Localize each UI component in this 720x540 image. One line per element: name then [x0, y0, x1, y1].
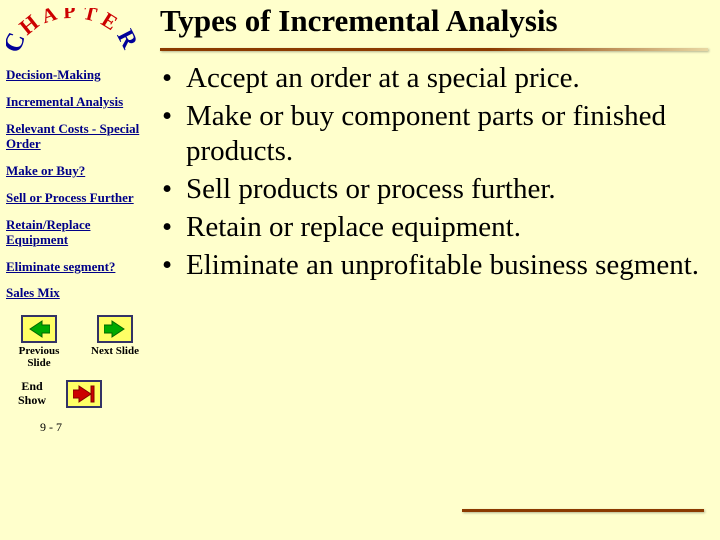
arrow-left-icon	[28, 320, 50, 338]
bullet-text: Accept an order at a special price.	[186, 61, 708, 95]
bullet-item: •Accept an order at a special price.	[162, 61, 708, 95]
bullet-item: •Retain or replace equipment.	[162, 210, 708, 244]
bullet-text: Retain or replace equipment.	[186, 210, 708, 244]
svg-text:P: P	[63, 8, 76, 23]
nav-link-incremental-analysis[interactable]: Incremental Analysis	[6, 95, 146, 110]
svg-text:T: T	[81, 8, 100, 27]
svg-text:A: A	[39, 8, 60, 28]
arrow-right-icon	[104, 320, 126, 338]
nav-link-make-or-buy[interactable]: Make or Buy?	[6, 164, 146, 179]
chapter-logo: C H A P T E R	[6, 8, 136, 64]
svg-text:R: R	[111, 26, 136, 54]
bullet-text: Make or buy component parts or finished …	[186, 99, 708, 167]
bullet-item: •Make or buy component parts or finished…	[162, 99, 708, 167]
bullet-text: Eliminate an unprofitable business segme…	[186, 248, 708, 282]
nav-link-relevant-costs[interactable]: Relevant Costs - Special Order	[6, 122, 146, 152]
bullet-item: •Sell products or process further.	[162, 172, 708, 206]
nav-link-sales-mix[interactable]: Sales Mix	[6, 286, 146, 301]
sidebar: C H A P T E R Decision-Making Incrementa…	[0, 0, 152, 540]
main-content: Types of Incremental Analysis •Accept an…	[152, 0, 720, 540]
nav-link-eliminate-segment[interactable]: Eliminate segment?	[6, 260, 146, 275]
bottom-underline	[462, 509, 704, 512]
nav-link-sell-or-process[interactable]: Sell or Process Further	[6, 191, 146, 206]
next-slide-label: Next Slide	[86, 345, 144, 357]
bullet-text: Sell products or process further.	[186, 172, 708, 206]
end-show-button[interactable]	[66, 380, 102, 408]
slide-number: 9 - 7	[6, 420, 146, 435]
nav-link-decision-making[interactable]: Decision-Making	[6, 68, 146, 83]
arrow-right-end-icon	[73, 385, 95, 403]
slide-title: Types of Incremental Analysis	[160, 4, 708, 40]
end-show-row: End Show	[6, 380, 146, 408]
nav-buttons: Previous Slide Next Slide	[6, 315, 146, 369]
previous-slide-button[interactable]: Previous Slide	[10, 315, 68, 369]
nav-link-retain-replace[interactable]: Retain/Replace Equipment	[6, 218, 146, 248]
title-underline	[160, 48, 708, 51]
next-slide-button[interactable]: Next Slide	[86, 315, 144, 369]
previous-slide-label: Previous Slide	[10, 345, 68, 369]
svg-text:E: E	[97, 8, 122, 35]
bullet-list: •Accept an order at a special price. •Ma…	[160, 61, 708, 282]
nav-links: Decision-Making Incremental Analysis Rel…	[6, 68, 146, 301]
end-show-label: End Show	[14, 380, 50, 406]
bullet-item: •Eliminate an unprofitable business segm…	[162, 248, 708, 282]
